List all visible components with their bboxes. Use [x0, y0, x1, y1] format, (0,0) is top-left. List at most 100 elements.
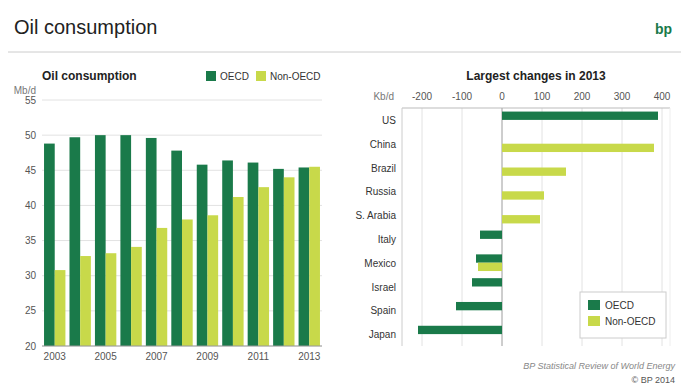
- bar: [502, 207, 503, 215]
- legend-label: Non-OECD: [270, 71, 321, 82]
- bar: [131, 247, 142, 346]
- bar: [258, 187, 269, 346]
- bar: [472, 278, 502, 286]
- bar: [476, 254, 502, 262]
- bar: [80, 256, 91, 346]
- bar: [478, 263, 502, 271]
- x-tick-label: 2003: [44, 351, 67, 362]
- bar: [197, 165, 208, 346]
- bar: [502, 112, 658, 120]
- y-tick-label: 45: [25, 165, 37, 176]
- legend-swatch: [588, 300, 600, 310]
- bar: [502, 183, 503, 191]
- x-axis-line: [402, 108, 670, 109]
- bar: [299, 167, 310, 346]
- axis-label: Kb/d: [373, 91, 394, 102]
- legend-swatch: [256, 71, 266, 81]
- y-tick-label: Spain: [370, 305, 396, 316]
- y-tick-label: 55: [25, 95, 37, 106]
- bar: [502, 191, 544, 199]
- bars: [44, 135, 320, 346]
- x-tick-label: 100: [534, 91, 551, 102]
- x-tick-label: 400: [654, 91, 671, 102]
- page-title: Oil consumption: [14, 16, 157, 38]
- legend: OECD Non-OECD: [580, 292, 666, 338]
- grid-line: [42, 100, 322, 101]
- bar: [106, 253, 117, 346]
- bar: [146, 138, 157, 346]
- grid-line: [42, 135, 322, 136]
- y-tick-label: Israel: [372, 282, 396, 293]
- y-tick-label: Japan: [369, 329, 396, 340]
- y-tick-label: 50: [25, 130, 37, 141]
- bar: [284, 177, 295, 346]
- x-tick-label: 2009: [196, 351, 219, 362]
- bar: [182, 219, 193, 346]
- bar: [418, 326, 502, 334]
- x-tick-label: 2005: [95, 351, 118, 362]
- y-tick-label: 25: [25, 305, 37, 316]
- x-tick-label: -200: [412, 91, 432, 102]
- y-tick-label: 40: [25, 200, 37, 211]
- y-tick-label: Mexico: [364, 258, 396, 269]
- bar: [55, 270, 66, 346]
- chart-title: Oil consumption: [42, 69, 137, 83]
- y-tick-label: Italy: [378, 234, 396, 245]
- y-tick-label: 35: [25, 235, 37, 246]
- y-tick-label: 30: [25, 270, 37, 281]
- bar: [502, 120, 503, 128]
- grid-line: [422, 108, 423, 346]
- bar: [222, 160, 233, 346]
- chart-right: Largest changes in 2013Kb/d-200-10001002…: [355, 69, 670, 346]
- grid-line: [42, 346, 322, 347]
- bar: [273, 169, 284, 346]
- range-end-line: [670, 108, 671, 346]
- bar: [480, 231, 502, 239]
- bar: [157, 228, 168, 346]
- bar: [309, 167, 320, 346]
- y-tick-label: 20: [25, 341, 37, 352]
- x-tick-label: 200: [574, 91, 591, 102]
- bar: [69, 137, 80, 346]
- chart-title: Largest changes in 2013: [466, 69, 606, 83]
- y-tick-label: Russia: [365, 186, 396, 197]
- bars: [418, 108, 658, 346]
- x-tick-label: 0: [499, 91, 505, 102]
- x-axis-line: [42, 346, 322, 347]
- legend: Non-OECD OECD: [206, 71, 321, 82]
- x-tick-label: 2007: [145, 351, 168, 362]
- x-tick-label: 300: [614, 91, 631, 102]
- legend-label: Non-OECD: [605, 316, 656, 327]
- y-tick-label: US: [382, 115, 396, 126]
- bar: [233, 197, 244, 346]
- bar: [456, 302, 502, 310]
- legend-swatch: [206, 71, 216, 81]
- legend-label: OECD: [220, 71, 249, 82]
- legend-box: [580, 292, 666, 338]
- bar: [502, 334, 503, 342]
- bar: [502, 135, 503, 143]
- bar: [502, 287, 503, 295]
- bar: [120, 135, 131, 346]
- bar: [502, 159, 503, 167]
- y-tick-label: Brazil: [371, 163, 396, 174]
- chart-root: Oil consumptionbpBP Statistical Review o…: [0, 0, 689, 390]
- bar: [502, 144, 654, 152]
- bar: [248, 163, 259, 346]
- bar: [502, 310, 503, 318]
- bar: [502, 239, 503, 247]
- bar: [207, 215, 218, 346]
- bar: [95, 135, 106, 346]
- source-note: BP Statistical Review of World Energy: [523, 361, 675, 371]
- bar: [171, 151, 182, 346]
- chart-left: Oil consumptionMb/d202530354045505520032…: [14, 69, 322, 390]
- separator: [8, 52, 681, 53]
- copyright: © BP 2014: [632, 375, 676, 385]
- legend-swatch: [588, 316, 600, 326]
- x-tick-label: 2013: [298, 351, 321, 362]
- x-tick-label: 2011: [248, 351, 270, 362]
- bar: [502, 215, 540, 223]
- legend-label: OECD: [605, 300, 634, 311]
- y-axis-line: [402, 108, 403, 346]
- y-tick-label: S. Arabia: [355, 210, 396, 221]
